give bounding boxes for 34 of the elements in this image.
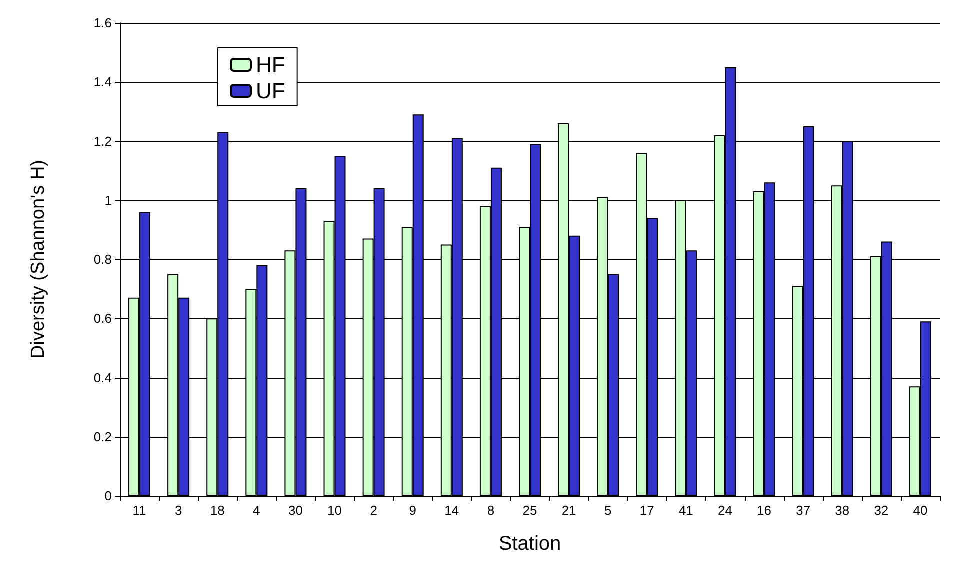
y-tick-label: 1.6 xyxy=(94,16,112,30)
x-tick-label: 25 xyxy=(522,503,538,518)
x-tick-label: 32 xyxy=(874,503,889,518)
x-tick-label: 4 xyxy=(253,503,260,518)
y-tick-label: 0.6 xyxy=(94,311,112,326)
x-tick-label: 30 xyxy=(288,503,303,518)
x-tick-label: 9 xyxy=(409,503,416,518)
x-tick-label: 2 xyxy=(370,503,378,518)
x-axis-title: Station xyxy=(498,533,562,555)
y-tick-label: 1.2 xyxy=(94,134,112,149)
y-tick-label: 1.4 xyxy=(94,74,112,90)
x-tick-label: 11 xyxy=(132,503,146,518)
x-tick-label: 8 xyxy=(487,503,495,518)
y-tick-label: 0.8 xyxy=(94,252,112,267)
y-tick-label: 1 xyxy=(104,192,112,208)
x-tick-label: 40 xyxy=(913,503,928,518)
x-tick-label: 10 xyxy=(328,503,342,518)
x-tick-label: 18 xyxy=(210,503,225,518)
x-tick-label: 24 xyxy=(718,503,732,518)
x-tick-label: 14 xyxy=(444,503,460,518)
x-tick-label: 5 xyxy=(604,503,612,518)
x-tick-label: 37 xyxy=(796,503,811,518)
y-axis-title: Diversity (Shannon's H) xyxy=(28,160,49,359)
x-tick-label: 16 xyxy=(757,503,772,518)
y-tick-label: 0 xyxy=(104,488,112,504)
legend-label: UF xyxy=(256,78,286,104)
y-tick-label: 0.4 xyxy=(94,370,112,386)
x-tick-label: 38 xyxy=(835,503,850,518)
x-tick-label: 41 xyxy=(678,503,694,518)
x-tick-label: 3 xyxy=(174,503,182,518)
y-tick-label: 0.2 xyxy=(94,429,112,444)
x-tick-label: 17 xyxy=(640,503,654,518)
legend-label: HF xyxy=(256,52,286,78)
x-tick-label: 21 xyxy=(562,503,576,518)
